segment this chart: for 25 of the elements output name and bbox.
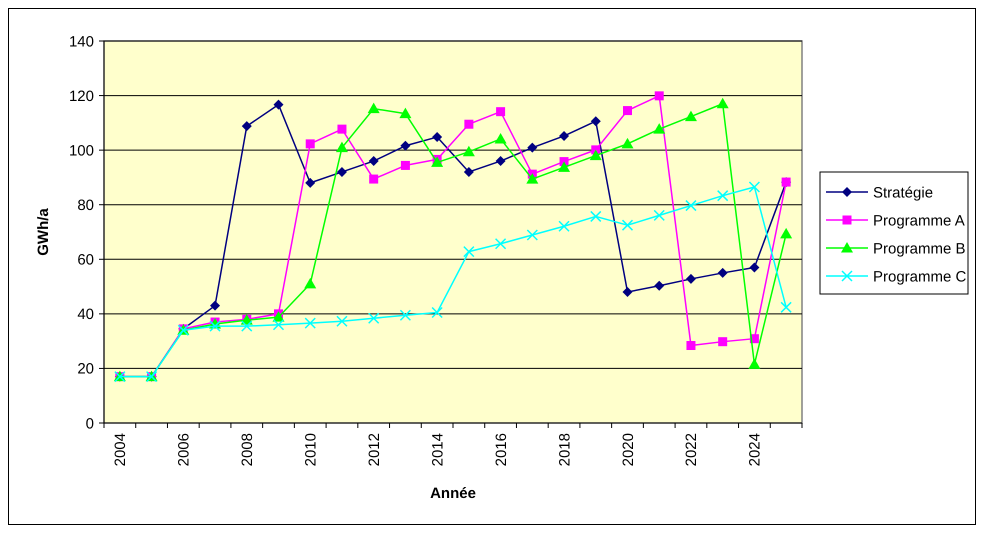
x-tick-label: 2024: [746, 433, 764, 466]
legend-label: Programme B: [873, 240, 966, 258]
y-axis-title: GWh/a: [35, 208, 52, 256]
y-tick-label: 40: [77, 306, 94, 324]
x-tick-label: 2016: [492, 433, 510, 466]
y-tick-label: 140: [68, 33, 94, 50]
y-tick-label: 100: [68, 142, 94, 160]
y-tick-label: 20: [77, 360, 94, 378]
y-tick-label: 0: [86, 415, 94, 432]
y-tick-label: 120: [68, 88, 94, 105]
legend-label: Programme A: [873, 212, 965, 230]
legend-label: Programme C: [873, 268, 967, 286]
x-tick-label: 2008: [239, 433, 256, 466]
x-tick-label: 2022: [683, 433, 700, 466]
x-tick-label: 2006: [176, 433, 193, 466]
x-tick-label: 2004: [112, 433, 130, 466]
y-tick-label: 60: [77, 252, 94, 269]
x-tick-label: 2012: [366, 433, 383, 466]
x-tick-label: 2018: [556, 433, 574, 466]
x-tick-label: 2020: [620, 433, 637, 466]
x-tick-label: 2010: [302, 433, 320, 466]
y-tick-label: 80: [77, 196, 94, 214]
legend-label: Stratégie: [873, 184, 934, 202]
x-axis-title: Année: [430, 485, 476, 502]
x-tick-label: 2014: [429, 433, 446, 466]
